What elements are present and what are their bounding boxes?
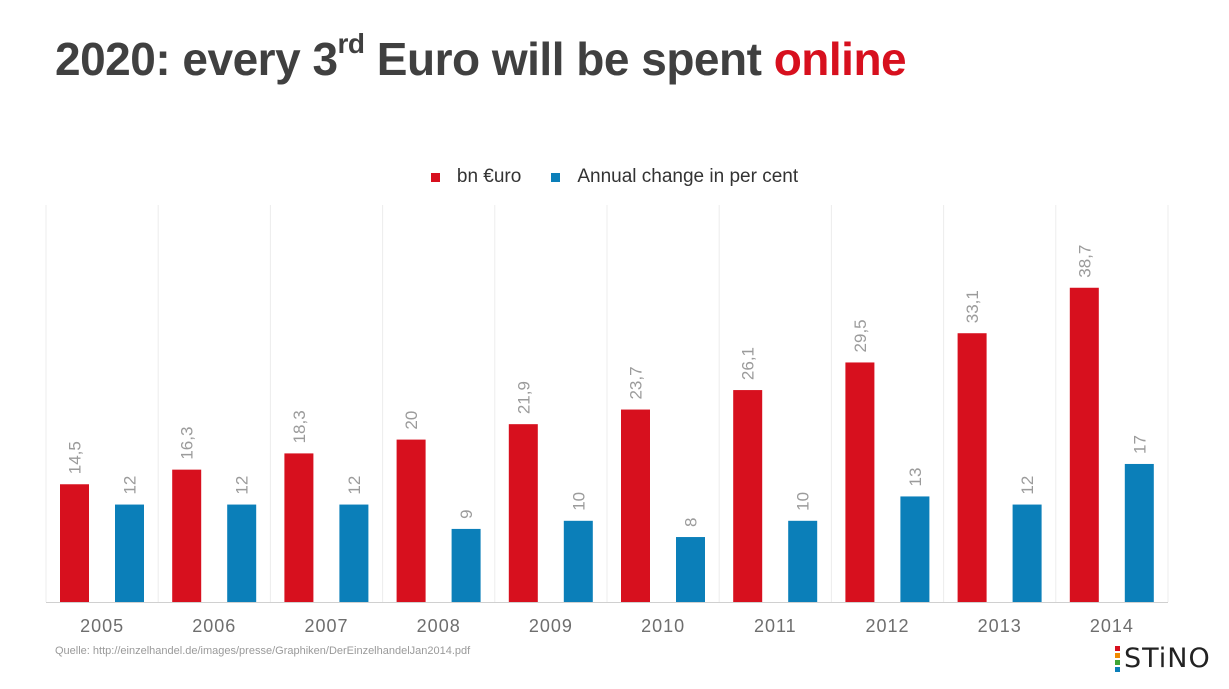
x-tick-label: 2014 bbox=[1090, 616, 1134, 636]
bar-revenue bbox=[60, 484, 89, 602]
legend-item-annual-change: Annual change in per cent bbox=[551, 166, 798, 188]
legend-label-annual-change: Annual change in per cent bbox=[577, 166, 799, 187]
data-label-annual-change: 9 bbox=[457, 509, 476, 518]
bar-revenue bbox=[396, 439, 426, 602]
x-tick-label: 2011 bbox=[754, 616, 797, 636]
title-highlight: online bbox=[773, 33, 907, 85]
data-label-annual-change: 17 bbox=[1130, 435, 1149, 454]
data-label-revenue: 23,7 bbox=[627, 366, 646, 399]
data-label-revenue: 38,7 bbox=[1075, 245, 1094, 278]
bar-revenue bbox=[957, 333, 987, 602]
bar-annual-change bbox=[788, 520, 818, 602]
bar-revenue bbox=[172, 469, 202, 602]
chart-legend: bn €uro Annual change in per cent bbox=[0, 166, 1229, 188]
bar-annual-change bbox=[1124, 463, 1154, 602]
legend-item-revenue: bn €uro bbox=[430, 166, 522, 188]
x-tick-label: 2012 bbox=[865, 616, 909, 636]
data-label-revenue: 18,3 bbox=[290, 410, 309, 443]
data-label-revenue: 33,1 bbox=[963, 290, 982, 323]
bar-annual-change bbox=[563, 520, 593, 602]
data-label-annual-change: 12 bbox=[1018, 476, 1037, 495]
logo-bar-blue bbox=[1115, 666, 1120, 672]
x-tick-label: 2008 bbox=[417, 616, 461, 636]
page-title: 2020: every 3rd Euro will be spent onlin… bbox=[55, 28, 907, 86]
x-tick-label: 2007 bbox=[304, 616, 348, 636]
data-label-annual-change: 10 bbox=[569, 492, 588, 511]
data-label-annual-change: 8 bbox=[682, 518, 701, 527]
data-label-revenue: 14,5 bbox=[66, 441, 85, 474]
bar-revenue bbox=[621, 409, 650, 602]
data-label-revenue: 16,3 bbox=[178, 427, 197, 460]
data-label-annual-change: 12 bbox=[345, 476, 364, 495]
data-label-annual-change: 12 bbox=[233, 476, 252, 495]
bar-annual-change bbox=[115, 504, 144, 602]
stino-logo: STiNO bbox=[1115, 643, 1211, 674]
x-tick-label: 2013 bbox=[978, 616, 1022, 636]
bar-revenue bbox=[284, 453, 314, 602]
bar-revenue bbox=[733, 390, 763, 602]
data-label-revenue: 29,5 bbox=[851, 319, 870, 352]
bar-annual-change bbox=[676, 537, 705, 602]
legend-label-revenue: bn €uro bbox=[456, 166, 522, 187]
title-middle: Euro will be spent bbox=[364, 33, 774, 85]
logo-text: STiNO bbox=[1124, 643, 1211, 674]
data-label-annual-change: 13 bbox=[906, 468, 925, 487]
title-prefix: 2020: every 3 bbox=[55, 33, 338, 85]
data-label-revenue: 26,1 bbox=[739, 347, 758, 380]
logo-bar-orange bbox=[1115, 652, 1120, 658]
bar-annual-change bbox=[1012, 504, 1042, 602]
bar-revenue bbox=[508, 424, 538, 602]
data-label-revenue: 20 bbox=[402, 411, 421, 430]
logo-bar-green bbox=[1115, 659, 1120, 665]
data-label-annual-change: 10 bbox=[794, 492, 813, 511]
x-tick-label: 2010 bbox=[641, 616, 685, 636]
x-tick-label: 2009 bbox=[529, 616, 573, 636]
logo-mark bbox=[1115, 645, 1120, 672]
bar-revenue bbox=[1069, 287, 1099, 602]
logo-bar-red bbox=[1115, 645, 1120, 651]
bar-annual-change bbox=[227, 504, 257, 602]
bar-annual-change bbox=[900, 496, 930, 602]
title-superscript: rd bbox=[337, 28, 366, 59]
legend-swatch-revenue bbox=[430, 172, 440, 182]
bar-revenue bbox=[845, 362, 875, 602]
x-tick-label: 2006 bbox=[192, 616, 236, 636]
data-label-annual-change: 12 bbox=[121, 476, 140, 495]
legend-swatch-annual-change bbox=[551, 172, 561, 182]
x-tick-label: 2005 bbox=[80, 616, 124, 636]
bar-annual-change bbox=[339, 504, 369, 602]
source-note: Quelle: http://einzelhandel.de/images/pr… bbox=[55, 645, 471, 657]
data-label-revenue: 21,9 bbox=[514, 381, 533, 414]
bar-annual-change bbox=[451, 528, 481, 602]
